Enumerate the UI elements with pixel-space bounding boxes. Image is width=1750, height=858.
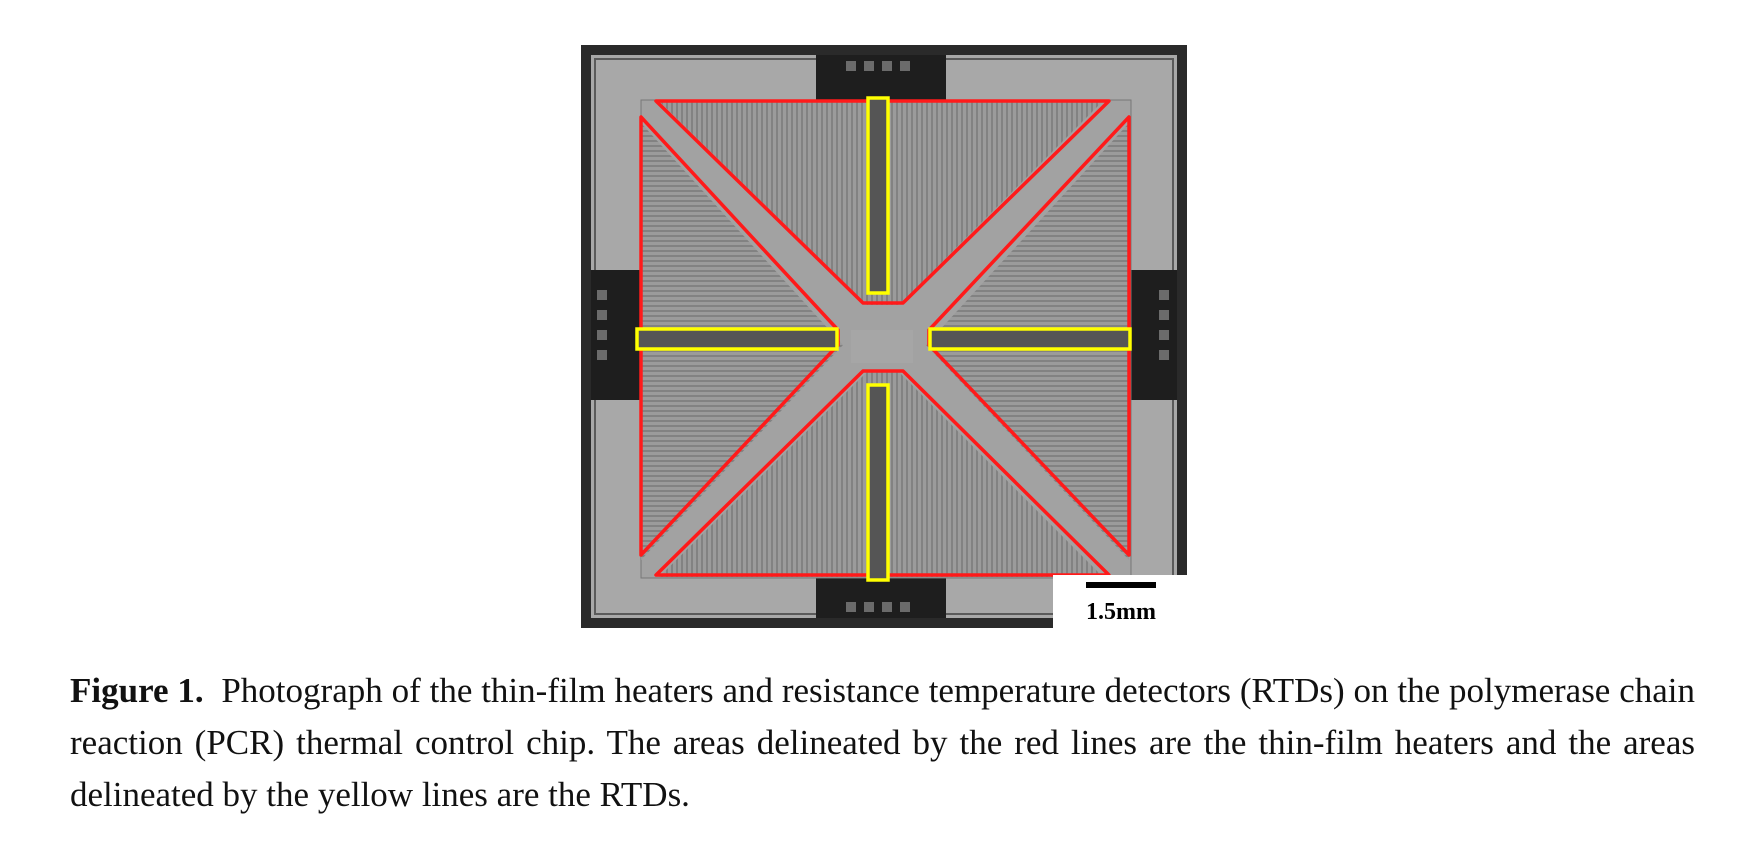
chip-photograph: 1.5mm — [581, 45, 1187, 628]
caption-text: Photograph of the thin-film heaters and … — [70, 671, 1695, 814]
scale-bar: 1.5mm — [1053, 575, 1187, 628]
rtd-outlines — [635, 96, 1132, 582]
scale-bar-label: 1.5mm — [1086, 599, 1156, 625]
caption-label: Figure 1. — [70, 671, 204, 710]
figure-caption: Figure 1. Photograph of the thin-film he… — [70, 665, 1695, 821]
chip-image: 1.5mm — [581, 45, 1187, 628]
